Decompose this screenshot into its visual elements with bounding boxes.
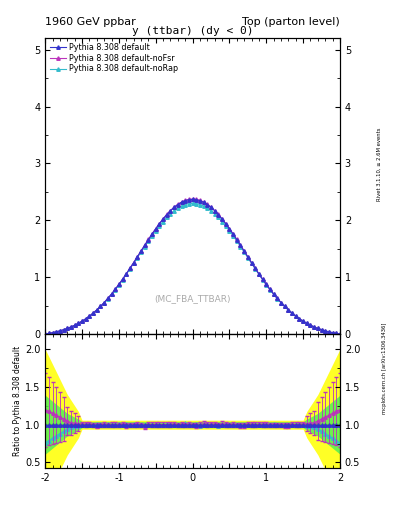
Pythia 8.308 default bbox=[338, 331, 342, 337]
Pythia 8.308 default bbox=[231, 231, 235, 237]
Pythia 8.308 default bbox=[190, 196, 195, 202]
Pythia 8.308 default-noFsr bbox=[286, 307, 291, 313]
Line: Pythia 8.308 default: Pythia 8.308 default bbox=[44, 198, 342, 336]
Pythia 8.308 default bbox=[43, 331, 48, 337]
Text: Top (parton level): Top (parton level) bbox=[242, 17, 340, 27]
Pythia 8.308 default-noRap bbox=[231, 233, 235, 239]
Text: Rivet 3.1.10, ≥ 2.6M events: Rivet 3.1.10, ≥ 2.6M events bbox=[377, 127, 382, 201]
Pythia 8.308 default-noRap bbox=[312, 324, 316, 330]
Pythia 8.308 default-noFsr bbox=[209, 204, 213, 210]
Pythia 8.308 default-noFsr bbox=[43, 331, 48, 337]
Y-axis label: Ratio to Pythia 8.308 default: Ratio to Pythia 8.308 default bbox=[13, 346, 22, 456]
Legend: Pythia 8.308 default, Pythia 8.308 default-noFsr, Pythia 8.308 default-noRap: Pythia 8.308 default, Pythia 8.308 defau… bbox=[47, 40, 182, 77]
Pythia 8.308 default bbox=[264, 282, 269, 288]
Pythia 8.308 default-noFsr bbox=[231, 231, 235, 237]
Pythia 8.308 default-noRap bbox=[43, 331, 48, 337]
Pythia 8.308 default-noFsr bbox=[312, 324, 316, 330]
Text: (MC_FBA_TTBAR): (MC_FBA_TTBAR) bbox=[154, 294, 231, 303]
Pythia 8.308 default-noRap bbox=[338, 331, 342, 337]
Pythia 8.308 default-noRap bbox=[301, 318, 305, 324]
Pythia 8.308 default-noFsr bbox=[264, 281, 269, 287]
Title: y (ttbar) (dy < 0): y (ttbar) (dy < 0) bbox=[132, 26, 253, 36]
Pythia 8.308 default bbox=[286, 307, 291, 313]
Pythia 8.308 default bbox=[301, 318, 305, 324]
Line: Pythia 8.308 default-noFsr: Pythia 8.308 default-noFsr bbox=[44, 197, 342, 336]
Pythia 8.308 default-noRap bbox=[190, 200, 195, 206]
Pythia 8.308 default-noFsr bbox=[338, 331, 342, 337]
Pythia 8.308 default-noRap bbox=[286, 307, 291, 313]
Pythia 8.308 default bbox=[209, 204, 213, 210]
Pythia 8.308 default-noFsr bbox=[190, 196, 195, 202]
Pythia 8.308 default-noRap bbox=[209, 208, 213, 214]
Pythia 8.308 default bbox=[312, 324, 316, 330]
Pythia 8.308 default-noFsr bbox=[301, 318, 305, 324]
Line: Pythia 8.308 default-noRap: Pythia 8.308 default-noRap bbox=[44, 202, 342, 336]
Text: mcplots.cern.ch [arXiv:1306.3436]: mcplots.cern.ch [arXiv:1306.3436] bbox=[382, 323, 387, 414]
Text: 1960 GeV ppbar: 1960 GeV ppbar bbox=[45, 17, 136, 27]
Pythia 8.308 default-noRap bbox=[264, 282, 269, 288]
